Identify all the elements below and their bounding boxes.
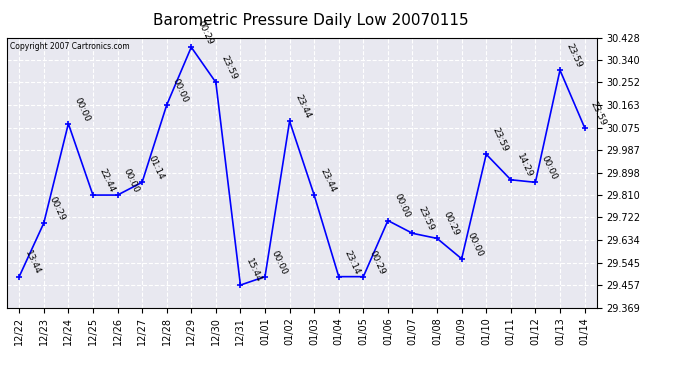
- Text: 23:59: 23:59: [564, 42, 583, 69]
- Text: 13:44: 13:44: [23, 249, 42, 276]
- Text: 23:44: 23:44: [294, 93, 313, 120]
- Text: 00:00: 00:00: [466, 231, 485, 258]
- Text: 00:29: 00:29: [368, 249, 386, 276]
- Text: 23:14: 23:14: [343, 249, 362, 276]
- Text: 00:00: 00:00: [269, 249, 288, 276]
- Text: 00:00: 00:00: [121, 167, 141, 194]
- Text: 00:29: 00:29: [195, 19, 215, 46]
- Text: Copyright 2007 Cartronics.com: Copyright 2007 Cartronics.com: [10, 42, 130, 51]
- Text: 23:59: 23:59: [491, 126, 509, 153]
- Text: 14:29: 14:29: [515, 152, 534, 179]
- Text: 23:59: 23:59: [417, 206, 435, 232]
- Text: 01:14: 01:14: [146, 154, 166, 182]
- Text: 22:44: 22:44: [97, 168, 116, 194]
- Text: 23:44: 23:44: [318, 167, 337, 194]
- Text: Barometric Pressure Daily Low 20070115: Barometric Pressure Daily Low 20070115: [152, 13, 469, 28]
- Text: 00:29: 00:29: [48, 195, 67, 222]
- Text: 00:00: 00:00: [540, 154, 559, 182]
- Text: 00:00: 00:00: [72, 96, 92, 123]
- Text: 00:29: 00:29: [441, 210, 460, 238]
- Text: 00:00: 00:00: [392, 192, 411, 220]
- Text: 23:59: 23:59: [589, 100, 608, 127]
- Text: 00:00: 00:00: [171, 77, 190, 104]
- Text: 15:44: 15:44: [244, 257, 264, 284]
- Text: 23:59: 23:59: [220, 54, 239, 82]
